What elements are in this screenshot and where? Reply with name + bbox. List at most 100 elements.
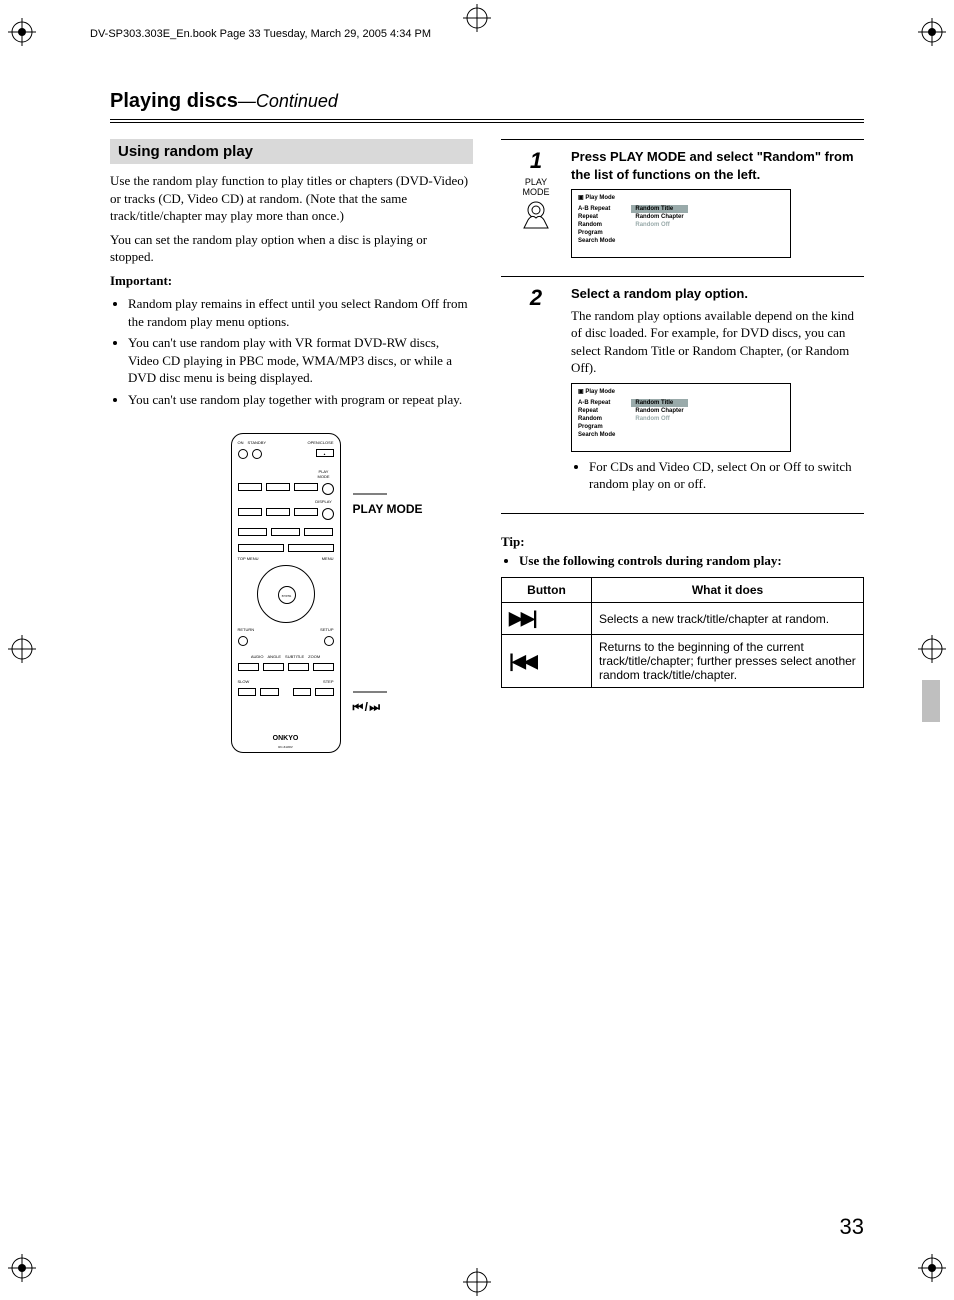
osd-right-list: Random Title Random Chapter Random Off (631, 205, 687, 245)
important-label: Important: (110, 272, 473, 290)
controls-table: Button What it does ▶▶| Selects a new tr… (501, 577, 864, 688)
remote-display-button (322, 508, 334, 520)
osd-title: Play Mode (578, 194, 784, 201)
remote-btn (238, 663, 259, 671)
step-2-body: The random play options available depend… (571, 307, 864, 377)
callout-playmode: PLAY MODE (353, 485, 423, 517)
osd-item: Search Mode (578, 237, 615, 245)
osd-item: Repeat (578, 213, 615, 221)
remote-prev-button (238, 688, 257, 696)
remote-btn (294, 508, 318, 516)
remote-return-button (238, 636, 248, 646)
remote-btn (238, 483, 262, 491)
osd-item: Program (578, 229, 615, 237)
remote-btn (238, 544, 284, 552)
right-column: 1 PLAYMODE Press PLAY MODE and select "R… (501, 139, 864, 753)
osd-screen-2: Play Mode A-B Repeat Repeat Random Progr… (571, 383, 791, 452)
print-header: DV-SP303.303E_En.book Page 33 Tuesday, M… (90, 28, 431, 40)
remote-label: OPEN/CLOSE (307, 440, 333, 445)
callout-skip-label: ⏮ / ⏭ (353, 700, 380, 714)
table-cell: Returns to the beginning of the current … (592, 635, 864, 688)
osd-item: Random Title (631, 205, 687, 213)
bullet-item: You can't use random play together with … (128, 391, 473, 409)
cropmark-bottom-left (8, 1254, 36, 1282)
page: DV-SP303.303E_En.book Page 33 Tuesday, M… (0, 0, 954, 1300)
bullet-item: Random play remains in effect until you … (128, 295, 473, 330)
tip-bullet: Use the following controls during random… (519, 552, 864, 570)
osd-item: A-B Repeat (578, 205, 615, 213)
remote-on-button (238, 449, 248, 459)
osd-screen-1: Play Mode A-B Repeat Repeat Random Progr… (571, 189, 791, 258)
remote-label: MENU (322, 556, 334, 561)
remote-btn (238, 528, 267, 536)
table-head-desc: What it does (592, 578, 864, 603)
osd-item: Search Mode (578, 431, 615, 439)
osd-item: A-B Repeat (578, 399, 615, 407)
step-1-lead: Press PLAY MODE and select "Random" from… (571, 148, 864, 183)
remote-model: RC-613DV (232, 745, 340, 749)
step-2: 2 Select a random play option. The rando… (501, 276, 864, 514)
osd-right-list: Random Title Random Chapter Random Off (631, 399, 687, 439)
remote-brand: ONKYO (232, 735, 340, 742)
remote-btn (304, 528, 333, 536)
cropmark-mid-right (918, 635, 946, 663)
table-row: |◀◀ Returns to the beginning of the curr… (502, 635, 864, 688)
table-row: ▶▶| Selects a new track/title/chapter at… (502, 603, 864, 635)
next-track-icon: ▶▶| (509, 608, 536, 628)
remote-label: ANGLE (267, 654, 281, 659)
tip-section: Tip: Use the following controls during r… (501, 534, 864, 689)
step-2-bullet: For CDs and Video CD, select On or Off t… (589, 458, 864, 493)
remote-control: ON STANDBY OPEN/CLOSE ▲ PLAYMODE DISPLAY T… (231, 433, 341, 753)
page-number: 33 (840, 1214, 864, 1240)
step-number: 2 (501, 285, 571, 311)
osd-left-list: A-B Repeat Repeat Random Program Search … (578, 205, 615, 245)
step-1: 1 PLAYMODE Press PLAY MODE and select "R… (501, 139, 864, 264)
remote-label: ON (238, 440, 244, 445)
prev-track-icon: |◀◀ (509, 651, 536, 671)
callout-playmode-label: PLAY MODE (353, 502, 423, 516)
section-continued: —Continued (238, 91, 338, 111)
osd-item: Random (578, 221, 615, 229)
cropmark-bottom-right (918, 1254, 946, 1282)
section-heading: Playing discs—Continued (110, 90, 864, 123)
remote-playmode-label: PLAYMODE (314, 469, 334, 479)
remote-label: SLOW (238, 679, 250, 684)
remote-display-label: DISPLAY (314, 499, 334, 504)
remote-setup-button (324, 636, 334, 646)
left-column: Using random play Use the random play fu… (110, 139, 473, 753)
remote-btn (293, 688, 312, 696)
cropmark-mid-left (8, 635, 36, 663)
remote-next-button (260, 688, 279, 696)
remote-label: SUBTITLE (285, 654, 304, 659)
remote-label: ZOOM (308, 654, 320, 659)
cropmark-top-right (918, 18, 946, 46)
osd-item: Program (578, 423, 615, 431)
remote-open-button: ▲ (316, 449, 334, 457)
bullet-item: You can't use random play with VR format… (128, 334, 473, 387)
remote-btn (315, 688, 334, 696)
remote-label: TOP MENU (238, 556, 259, 561)
remote-standby-button (252, 449, 262, 459)
remote-label: RETURN (238, 627, 255, 632)
content-area: Playing discs—Continued Using random pla… (110, 90, 864, 1240)
osd-item: Random Chapter (631, 213, 687, 221)
press-hand-icon (501, 200, 571, 230)
remote-label: STANDBY (248, 440, 267, 445)
osd-item: Random Chapter (631, 407, 687, 415)
remote-btn (263, 663, 284, 671)
remote-btn (294, 483, 318, 491)
remote-btn (266, 508, 290, 516)
remote-btn (288, 663, 309, 671)
para-2: You can set the random play option when … (110, 231, 473, 266)
subheading-random: Using random play (110, 139, 473, 164)
osd-item: Random Title (631, 399, 687, 407)
remote-nav-pad: ENTER (257, 565, 315, 623)
remote-btn (271, 528, 300, 536)
step-icon-playmode: PLAYMODE (501, 178, 571, 198)
tip-label: Tip: (501, 534, 525, 549)
remote-illustration: ON STANDBY OPEN/CLOSE ▲ PLAYMODE DISPLAY T… (110, 433, 473, 753)
osd-left-list: A-B Repeat Repeat Random Program Search … (578, 399, 615, 439)
osd-title: Play Mode (578, 388, 784, 395)
important-bullets: Random play remains in effect until you … (110, 295, 473, 408)
table-cell: Selects a new track/title/chapter at ran… (592, 603, 864, 635)
